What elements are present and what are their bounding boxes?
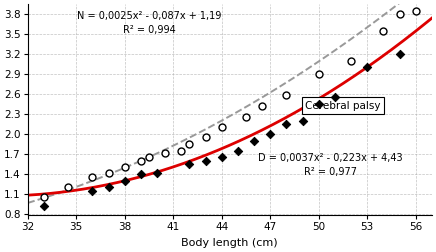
Point xyxy=(380,29,387,33)
Point xyxy=(162,151,169,155)
Point xyxy=(153,171,160,175)
Point xyxy=(396,12,403,16)
Point xyxy=(396,52,403,56)
Point xyxy=(186,142,193,146)
Point xyxy=(315,72,322,76)
Point xyxy=(89,189,96,193)
Point xyxy=(121,165,128,169)
Point xyxy=(267,132,274,136)
Point xyxy=(283,93,290,98)
Point xyxy=(178,149,185,153)
Point xyxy=(137,172,144,176)
Point xyxy=(242,115,249,119)
Point xyxy=(146,155,153,160)
Point xyxy=(331,96,338,100)
Point xyxy=(218,155,225,160)
Point xyxy=(186,162,193,166)
Text: Cerebral palsy: Cerebral palsy xyxy=(305,101,381,111)
Point xyxy=(364,66,371,70)
Point xyxy=(202,159,209,163)
Point xyxy=(259,104,266,108)
Point xyxy=(41,195,48,199)
Point xyxy=(121,179,128,183)
Point xyxy=(105,171,112,175)
Point xyxy=(105,185,112,189)
Point xyxy=(137,159,144,163)
Point xyxy=(412,9,419,13)
Point xyxy=(299,119,306,123)
Point xyxy=(235,149,242,153)
X-axis label: Body length (cm): Body length (cm) xyxy=(181,238,278,248)
Point xyxy=(65,185,72,189)
Point xyxy=(315,102,322,106)
Point xyxy=(202,135,209,139)
Point xyxy=(218,125,225,130)
Point xyxy=(89,175,96,179)
Text: D = 0,0037x² - 0,223x + 4,43
R² = 0,977: D = 0,0037x² - 0,223x + 4,43 R² = 0,977 xyxy=(259,153,403,177)
Text: N = 0,0025x² - 0,087x + 1,19
R² = 0,994: N = 0,0025x² - 0,087x + 1,19 R² = 0,994 xyxy=(77,11,221,35)
Point xyxy=(283,122,290,126)
Point xyxy=(41,204,48,208)
Point xyxy=(251,139,258,143)
Point xyxy=(347,59,354,63)
